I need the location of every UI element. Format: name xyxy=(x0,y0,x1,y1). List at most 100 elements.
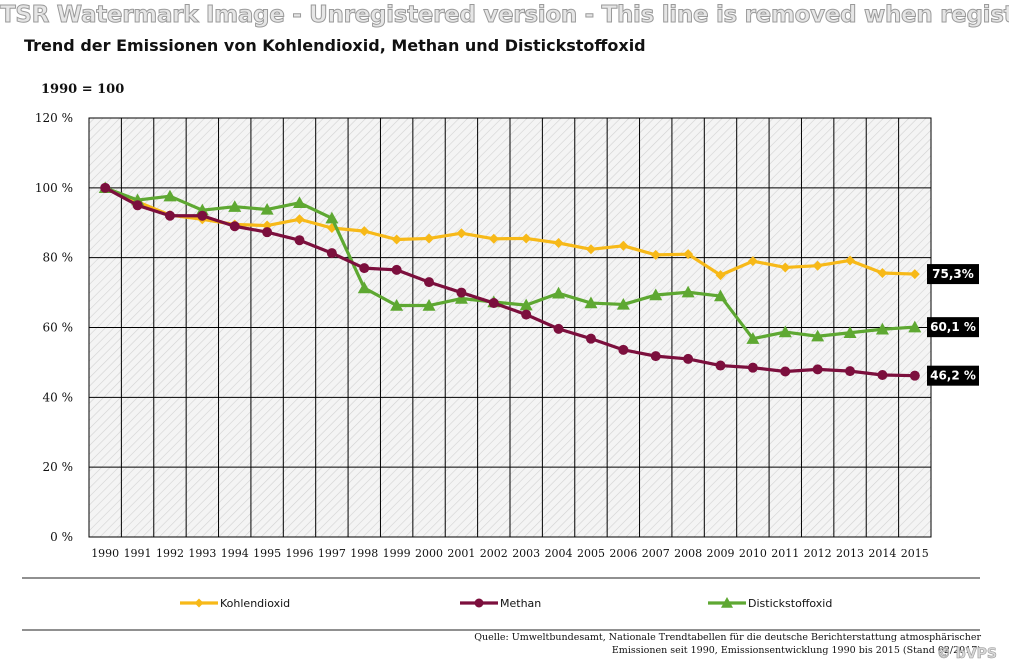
x-tick-label: 1995 xyxy=(253,547,281,560)
series-line xyxy=(104,186,915,277)
data-point xyxy=(519,298,533,311)
data-point xyxy=(778,325,792,338)
x-tick-label: 1999 xyxy=(383,547,411,560)
x-tick-label: 1990 xyxy=(91,547,119,560)
data-point xyxy=(843,326,857,338)
x-tick-label: 2003 xyxy=(512,547,540,560)
y-tick-label: 0 % xyxy=(50,530,73,544)
x-tick-label: 2004 xyxy=(545,547,573,560)
data-point xyxy=(474,598,484,608)
data-point xyxy=(649,288,663,301)
data-point xyxy=(714,289,727,302)
data-point xyxy=(650,249,661,260)
end-label: 46,2 % xyxy=(930,369,976,383)
data-point xyxy=(845,255,856,266)
legend-label: Kohlendioxid xyxy=(220,597,290,610)
data-point xyxy=(877,369,888,380)
source-line-2: Emissionen seit 1990, Emissionsentwicklu… xyxy=(611,645,981,656)
data-point xyxy=(359,263,370,274)
data-point xyxy=(359,226,370,237)
y-tick-label: 120 % xyxy=(35,111,73,125)
end-label: 60,1 % xyxy=(930,320,976,334)
data-point xyxy=(229,221,240,232)
data-point xyxy=(908,320,922,333)
data-point xyxy=(521,233,532,244)
data-point xyxy=(553,238,564,249)
x-tick-label: 2007 xyxy=(642,547,670,560)
y-tick-label: 100 % xyxy=(35,181,73,195)
data-point xyxy=(294,235,305,246)
y-tick-label: 40 % xyxy=(43,390,74,404)
x-tick-label: 2008 xyxy=(674,547,702,560)
data-point xyxy=(721,597,733,608)
data-point xyxy=(164,210,175,221)
data-point xyxy=(422,299,436,311)
data-point xyxy=(325,211,339,224)
series-line xyxy=(104,186,915,378)
data-point xyxy=(456,287,467,298)
x-tick-label: 2001 xyxy=(447,547,475,560)
legend: Kohlendioxid Methan Distickstoffoxid xyxy=(180,597,832,610)
data-point xyxy=(294,214,305,225)
data-point xyxy=(424,277,435,288)
data-point xyxy=(552,286,566,299)
data-point xyxy=(715,270,726,281)
x-tick-label: 2005 xyxy=(577,547,605,560)
data-point xyxy=(262,227,273,238)
data-point xyxy=(681,285,695,298)
x-tick-label: 2015 xyxy=(901,547,929,560)
data-point xyxy=(424,233,435,244)
data-point xyxy=(618,344,629,355)
x-tick-label: 2010 xyxy=(739,547,767,560)
x-tick-label: 1994 xyxy=(221,547,249,560)
x-tick-label: 2002 xyxy=(480,547,508,560)
end-labels: 75,3% 46,2 % 60,1 % xyxy=(927,264,979,386)
logo-watermark: © bVPS xyxy=(936,646,998,663)
data-point xyxy=(618,240,629,251)
grid-lines xyxy=(89,118,931,537)
data-point xyxy=(228,200,242,212)
x-tick-label: 2011 xyxy=(771,547,799,560)
legend-label: Distickstoffoxid xyxy=(748,597,832,610)
data-point xyxy=(812,260,823,271)
y-tick-label: 20 % xyxy=(43,460,74,474)
legend-item: Distickstoffoxid xyxy=(708,597,832,610)
data-point xyxy=(197,210,208,221)
data-point xyxy=(683,353,694,364)
data-point xyxy=(553,323,564,334)
data-point xyxy=(780,366,791,377)
series-distickstoffoxid xyxy=(98,181,922,344)
data-point xyxy=(293,196,306,209)
data-point xyxy=(715,360,726,371)
legend-item: Methan xyxy=(460,597,541,610)
data-point xyxy=(521,309,532,320)
data-point xyxy=(488,233,499,244)
data-point xyxy=(260,202,274,215)
series-group xyxy=(98,181,922,381)
data-point xyxy=(585,333,596,344)
data-point xyxy=(584,296,598,309)
data-point xyxy=(357,281,371,294)
series-methan xyxy=(100,182,920,381)
x-tick-label: 2012 xyxy=(804,547,832,560)
series-line xyxy=(104,186,915,341)
data-point xyxy=(909,370,920,381)
data-point xyxy=(811,329,825,342)
data-point xyxy=(746,332,760,344)
x-tick-label: 1996 xyxy=(286,547,314,560)
source-note: Quelle: Umweltbundesamt, Nationale Trend… xyxy=(421,631,981,657)
data-point xyxy=(194,598,204,608)
x-tick-label: 1998 xyxy=(350,547,378,560)
data-point xyxy=(845,366,856,377)
data-point xyxy=(616,297,630,310)
x-tick-label: 2006 xyxy=(609,547,637,560)
data-point xyxy=(909,269,920,280)
x-axis-ticks: 1990 1991 1992 1993 1994 1995 1996 1997 1998 1999… xyxy=(91,547,929,560)
data-point xyxy=(326,248,337,259)
x-tick-label: 1997 xyxy=(318,547,346,560)
x-tick-label: 2013 xyxy=(836,547,864,560)
x-tick-label: 2014 xyxy=(868,547,896,560)
data-point xyxy=(132,200,143,211)
y-tick-label: 60 % xyxy=(43,321,74,335)
